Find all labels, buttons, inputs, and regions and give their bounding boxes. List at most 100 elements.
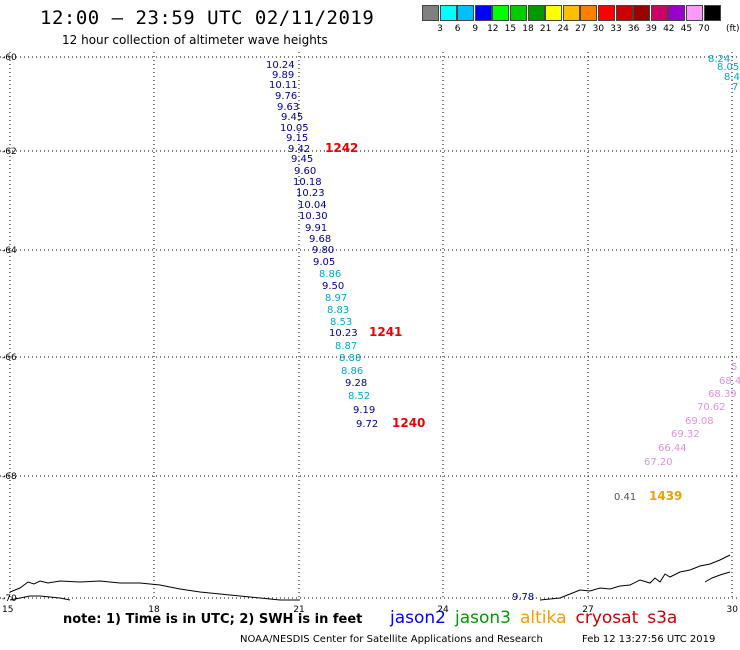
wave-height-value: 7	[732, 82, 738, 93]
legend-label: 42	[663, 24, 675, 34]
wave-height-value: 10.23	[296, 188, 325, 199]
legend-swatch	[510, 5, 527, 21]
longitude-label: 15	[2, 605, 13, 615]
legend-label: 27	[575, 24, 587, 34]
wave-height-value: 10.18	[293, 177, 322, 188]
latitude-label: -62	[2, 147, 17, 157]
wave-height-value: 9.45	[281, 112, 303, 123]
mission-legend: jason2 jason3 altika cryosat s3a	[390, 608, 686, 628]
mission-jason2: jason2	[390, 608, 446, 628]
wave-height-value: 68.4	[719, 376, 740, 387]
wave-height-value: 9.60	[294, 166, 316, 177]
coastline-east-inlet	[704, 571, 731, 583]
wave-height-value: 9.15	[286, 133, 308, 144]
longitude-label: 18	[148, 605, 160, 615]
wave-height-value: 10.24	[266, 60, 295, 71]
legend-swatch	[668, 5, 686, 21]
legend-swatch	[545, 5, 563, 21]
wave-height-value: 9.50	[322, 281, 344, 292]
coastline-southwest	[9, 595, 71, 601]
legend-label: 33	[610, 24, 622, 34]
legend-label: 12	[487, 24, 499, 34]
wave-height-value: 68.39	[708, 389, 737, 400]
legend-label: 36	[627, 24, 640, 34]
legend-swatch	[598, 5, 615, 21]
legend-swatch	[422, 5, 439, 21]
legend-swatch	[615, 5, 633, 21]
wave-height-value: 8.24	[708, 54, 730, 65]
wave-height-value: 70.62	[697, 402, 726, 413]
wave-height-value: 9.42	[288, 144, 310, 155]
wave-height-value: 8.53	[330, 317, 352, 328]
mission-s3a: s3a	[647, 608, 678, 628]
latitude-label: -60	[2, 53, 17, 63]
wave-height-value: 9.72	[356, 419, 378, 430]
wave-height-value: 69.08	[685, 416, 714, 427]
legend-swatch	[457, 5, 475, 21]
longitude-label: 24	[437, 605, 449, 615]
legend-label: 39	[645, 24, 657, 34]
legend-swatch	[474, 5, 492, 21]
wave-height-value: 66.44	[658, 443, 687, 454]
wave-height-value: 10.04	[298, 200, 327, 211]
wave-height-value: 9.68	[309, 234, 331, 245]
legend-label: 18	[522, 24, 534, 34]
wave-height-value: 5	[731, 362, 737, 373]
wave-height-value: 10.23	[329, 328, 358, 339]
legend-swatch	[580, 5, 598, 21]
grid-lines	[0, 52, 740, 600]
legend-swatch	[686, 5, 703, 21]
wave-height-value: 10.05	[280, 123, 309, 134]
generated-timestamp: Feb 12 13:27:56 UTC 2019	[582, 634, 716, 645]
legend-label: 30	[592, 24, 605, 34]
altimeter-track: 10.249.8910.119.769.639.4510.059.159.429…	[266, 54, 740, 603]
wave-height-value: 9.76	[275, 91, 297, 102]
longitude-label: 30	[727, 605, 739, 615]
legend-swatch	[650, 5, 668, 21]
legend-swatch	[439, 5, 457, 21]
wave-height-value: 8.05	[717, 62, 739, 73]
wave-height-value: 8.52	[348, 391, 370, 402]
legend-swatch	[633, 5, 651, 21]
coastline	[9, 554, 731, 601]
legend-label: 6	[454, 24, 461, 34]
longitude-label: 27	[582, 605, 593, 615]
legend-label: 24	[557, 24, 569, 34]
latitude-label: -68	[2, 472, 17, 482]
legend-label: 15	[504, 24, 517, 34]
wave-height-value: 0.41	[614, 492, 636, 503]
legend-swatch	[562, 5, 580, 21]
credit-line: NOAA/NESDIS Center for Satellite Applica…	[240, 634, 543, 645]
wave-height-value: 10.30	[299, 211, 328, 222]
wave-height-value: 8.86	[319, 269, 341, 280]
coastline-west	[9, 580, 300, 601]
wave-height-value: 9.28	[345, 378, 367, 389]
mission-jason3: jason3	[455, 608, 511, 628]
map-title: 12:00 – 23:59 UTC 02/11/2019	[40, 7, 375, 29]
longitude-label: 21	[293, 605, 304, 615]
wave-height-value: 9.63	[277, 102, 299, 113]
wave-height-value: 8.87	[335, 341, 357, 352]
pass-time-label: 1439	[649, 489, 682, 503]
pass-time-label: 1241	[369, 325, 402, 339]
legend-label: 3	[437, 24, 443, 34]
mission-altika: altika	[520, 608, 567, 628]
pass-time-label: 1240	[392, 416, 425, 430]
latitude-label: -66	[2, 353, 17, 363]
legend-label: 70	[698, 24, 710, 34]
wave-height-value: 9.89	[272, 70, 294, 81]
legend-label: 9	[472, 24, 479, 34]
wave-height-value: 9.19	[353, 405, 375, 416]
wave-height-value: 9.91	[305, 223, 327, 234]
legend-label: 45	[680, 24, 693, 34]
wave-height-value: 67.20	[644, 457, 673, 468]
wave-height-value: 9.05	[313, 257, 335, 268]
wave-height-value: 8.4	[724, 72, 740, 83]
legend-swatch	[527, 5, 545, 21]
wave-height-value: 69.32	[671, 429, 700, 440]
footer-note: note: 1) Time is in UTC; 2) SWH is in fe…	[63, 612, 363, 627]
wave-height-value: 8.83	[327, 305, 349, 316]
wave-height-value: 8.88	[339, 353, 361, 364]
